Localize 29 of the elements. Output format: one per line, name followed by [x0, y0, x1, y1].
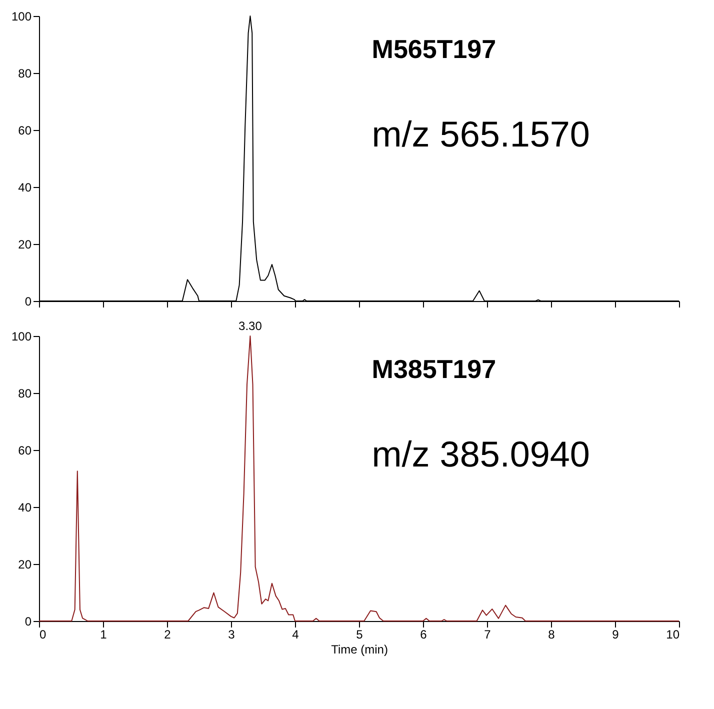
y-tick-label: 0 — [24, 614, 32, 628]
x-tick-label: 9 — [612, 628, 620, 642]
x-tick-label: 10 — [666, 628, 680, 642]
x-tick-label: 0 — [40, 628, 46, 642]
annotation: 3.30 — [238, 319, 262, 333]
y-tick-label: 60 — [18, 444, 32, 458]
annotation: m/z 565.1570 — [372, 114, 590, 155]
x-tick-label: 4 — [292, 628, 300, 642]
annotation: m/z 385.0940 — [372, 434, 590, 475]
y-tick-label: 40 — [18, 500, 32, 514]
y-tick-label: 60 — [18, 124, 32, 138]
annotation: M385T197 — [372, 354, 496, 384]
annotation: M565T197 — [372, 34, 496, 64]
y-tick-label: 80 — [18, 386, 32, 400]
x-tick-label: 2 — [164, 628, 172, 642]
y-tick-label: 20 — [18, 238, 32, 252]
x-tick-label: 8 — [548, 628, 556, 642]
x-tick-label: 6 — [420, 628, 428, 642]
x-tick-label: 5 — [356, 628, 364, 642]
x-tick-label: 7 — [484, 628, 492, 642]
y-tick-label: 80 — [18, 66, 32, 80]
y-tick-label: 0 — [24, 294, 32, 308]
y-tick-label: 40 — [18, 180, 32, 194]
y-tick-label: 100 — [11, 10, 32, 24]
y-tick-label: 20 — [18, 558, 32, 572]
x-tick-label: 1 — [100, 628, 108, 642]
y-tick-label: 100 — [11, 330, 32, 344]
x-tick-label: 3 — [228, 628, 236, 642]
x-axis-title: Time (min) — [331, 642, 388, 656]
